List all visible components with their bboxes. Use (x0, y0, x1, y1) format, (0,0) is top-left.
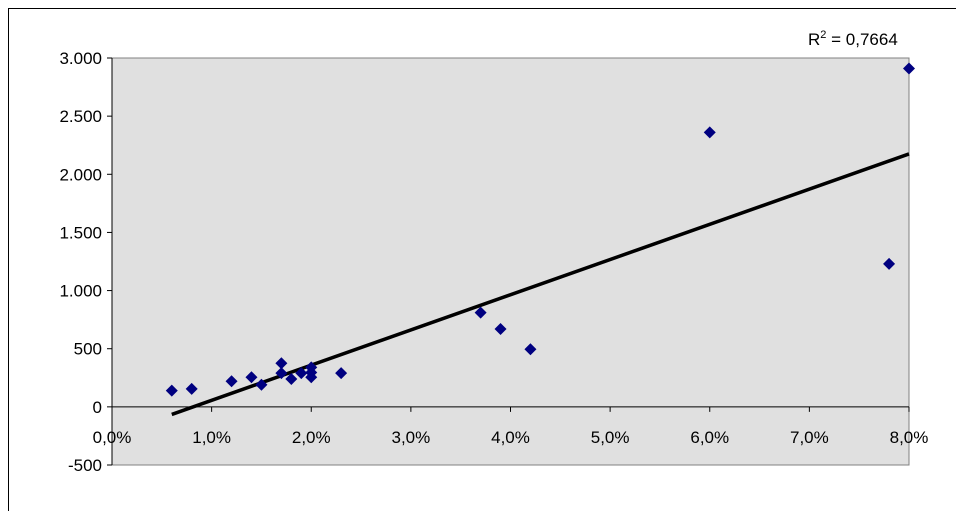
r2-superscript: 2 (820, 29, 826, 41)
x-axis: 0,0% 1,0% 2,0% 3,0% 4,0% 5,0% 6,0% 7,0% 8,0% (93, 406, 929, 447)
x-tick-label: 0,0% (93, 428, 132, 447)
data-point (305, 371, 318, 384)
y-axis: -500 0 500 1.000 1.500 2.000 2.500 3.000 (59, 49, 113, 475)
x-tick-label: 4,0% (491, 428, 530, 447)
x-tick-label: 8,0% (890, 428, 929, 447)
data-point (335, 367, 348, 380)
plot-area (111, 57, 910, 466)
data-point (883, 257, 896, 270)
y-tick-label: 2.500 (59, 107, 102, 126)
data-point (245, 371, 258, 384)
data-point (903, 62, 915, 75)
data-point (295, 367, 308, 380)
trendline (171, 152, 910, 417)
data-points (165, 62, 915, 397)
x-tick-label: 2,0% (292, 428, 331, 447)
y-tick-label: 1.500 (59, 223, 102, 242)
y-tick-label: 3.000 (59, 49, 102, 68)
y-tick-label: 500 (74, 340, 102, 359)
data-point (275, 357, 288, 370)
data-point (494, 322, 507, 335)
y-tick-label: 0 (93, 398, 102, 417)
data-point (165, 384, 178, 397)
chart-frame (8, 8, 956, 511)
y-tick-label: 2.000 (59, 165, 102, 184)
r2-value: = 0,7664 (826, 30, 897, 49)
y-tick-label: -500 (68, 456, 102, 475)
data-point (524, 343, 537, 356)
data-point (225, 375, 238, 388)
data-point (275, 367, 288, 380)
data-point (285, 372, 298, 385)
data-point (255, 378, 268, 391)
r2-prefix: R (808, 30, 820, 49)
data-point (185, 382, 198, 395)
data-point (474, 306, 487, 319)
x-tick-label: 6,0% (690, 428, 729, 447)
x-tick-label: 3,0% (392, 428, 431, 447)
data-point (703, 126, 716, 139)
r-squared-annotation: R2 = 0,7664 (808, 29, 898, 49)
y-tick-label: 1.000 (59, 282, 102, 301)
x-tick-label: 5,0% (591, 428, 630, 447)
x-tick-label: 7,0% (790, 428, 829, 447)
x-tick-label: 1,0% (192, 428, 231, 447)
